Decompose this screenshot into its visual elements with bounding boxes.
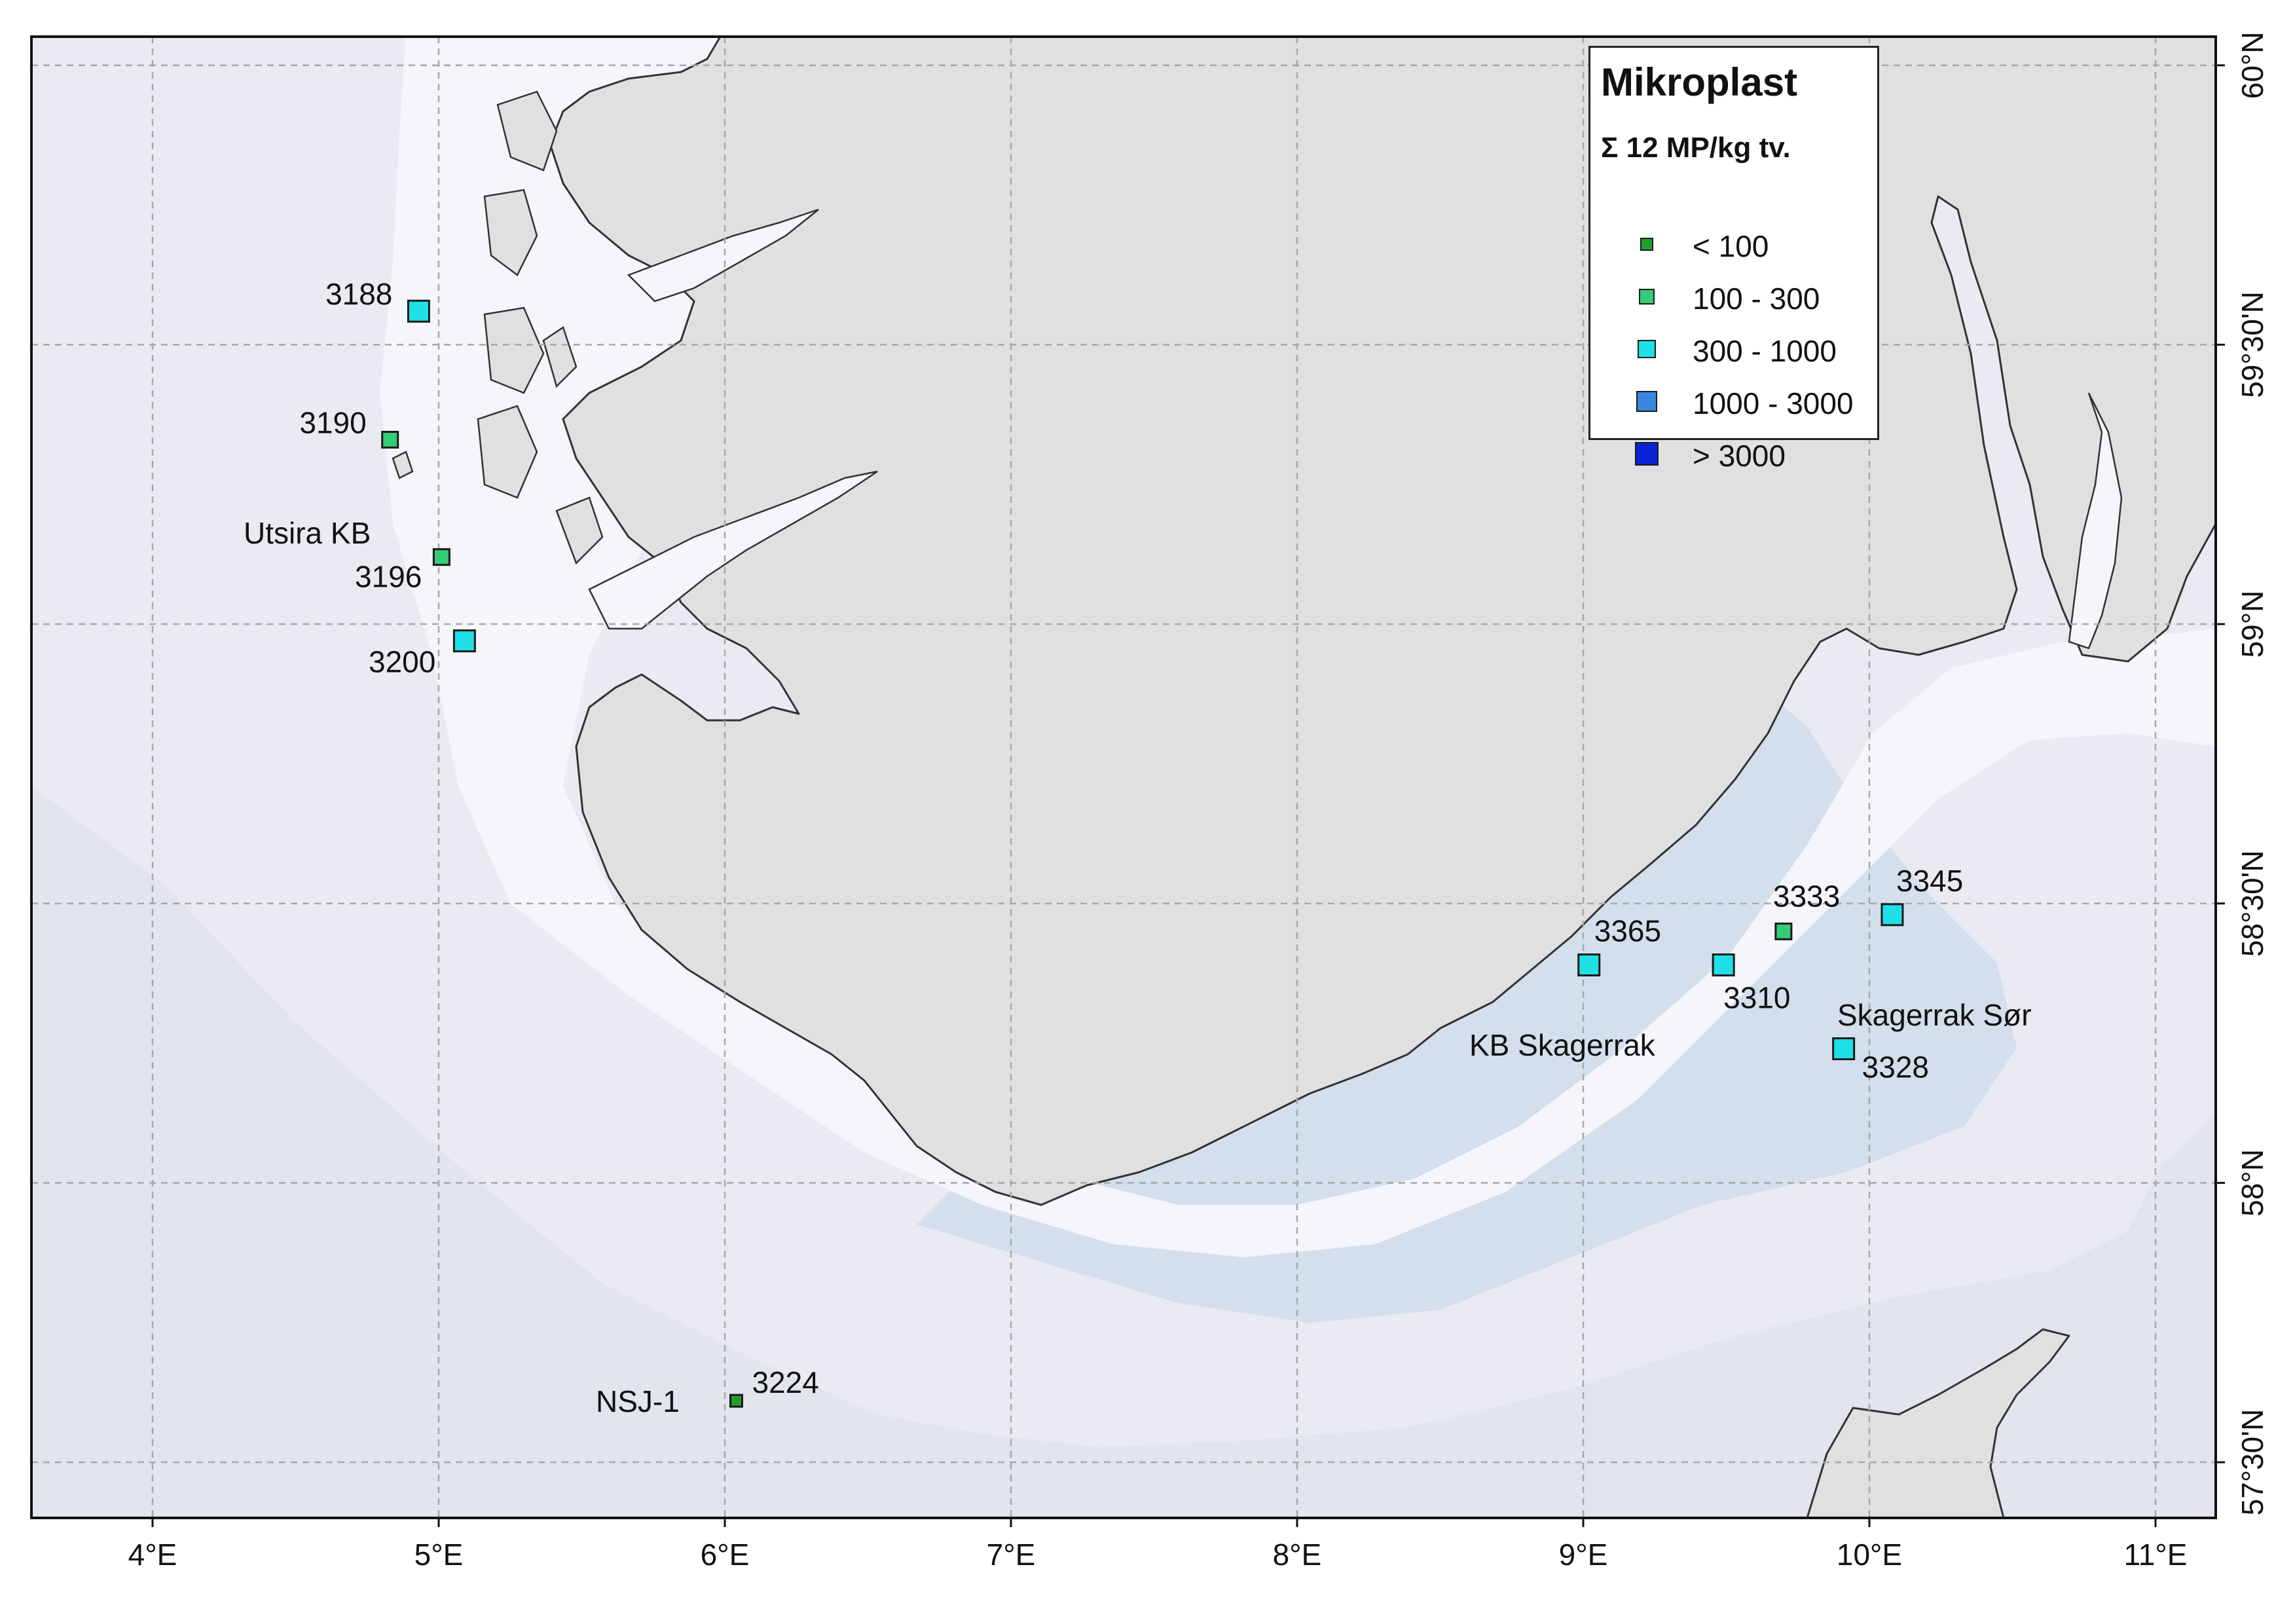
- station-marker-3365[interactable]: [1577, 953, 1601, 977]
- station-label: 3365: [1594, 914, 1661, 948]
- lon-tick-label: 11°E: [2124, 1538, 2188, 1572]
- land-denmark: [1806, 1328, 2070, 1518]
- station-marker-3188[interactable]: [407, 299, 430, 323]
- legend-swatch-100-300: [1639, 289, 1655, 304]
- lat-tick-label: 58°N: [2235, 1149, 2269, 1217]
- lon-tick-label: 9°E: [1559, 1538, 1608, 1572]
- legend-label: 1000 - 3000: [1693, 386, 1854, 420]
- station-label: 3190: [299, 405, 366, 439]
- legend-swatch-gt3000: [1635, 442, 1659, 466]
- lon-tick-label: 4°E: [128, 1538, 177, 1572]
- station-label: 3328: [1862, 1050, 1929, 1084]
- station-marker-3196[interactable]: [432, 548, 450, 566]
- station-label: 3196: [355, 560, 422, 594]
- legend-item: 300 - 1000: [1590, 331, 1879, 370]
- lon-tick-label: 7°E: [987, 1538, 1036, 1572]
- lon-tick-label: 6°E: [701, 1538, 750, 1572]
- bathymetry-coastal-shelf: [380, 37, 2216, 1257]
- legend-label: 300 - 1000: [1693, 334, 1837, 368]
- station-label: 3188: [325, 277, 392, 311]
- fjord-hardangerfjorden: [627, 208, 819, 303]
- legend-subtitle: Σ 12 MP/kg tv.: [1601, 132, 1791, 164]
- lat-tick-label: 59°30'N: [2235, 291, 2269, 398]
- station-marker-3328[interactable]: [1832, 1037, 1856, 1061]
- lat-tick-label: 59°N: [2235, 591, 2269, 658]
- fjord-oslofjorden: [2068, 392, 2123, 650]
- legend-item: < 100: [1590, 226, 1879, 265]
- station-markers: 3188 3190 3196 3200 3224 3365 3310 3333 3345 3328: [299, 277, 1963, 1408]
- legend-title: Mikroplast: [1601, 60, 1798, 104]
- station-label: 3224: [752, 1365, 818, 1399]
- lon-tick-label: 5°E: [414, 1538, 464, 1572]
- station-marker-3310[interactable]: [1712, 953, 1735, 977]
- station-marker-3345[interactable]: [1880, 903, 1904, 927]
- station-label: 3345: [1896, 864, 1963, 898]
- station-label: 3333: [1773, 879, 1840, 913]
- station-label: 3200: [369, 645, 435, 679]
- legend-item: 1000 - 3000: [1590, 383, 1879, 422]
- lon-tick-label: 10°E: [1837, 1538, 1902, 1572]
- map-frame: [30, 35, 2217, 1519]
- legend-label: < 100: [1693, 229, 1769, 263]
- legend: Mikroplast Σ 12 MP/kg tv. < 100 100 - 30…: [1588, 46, 1879, 473]
- legend-label: 100 - 300: [1693, 282, 1820, 316]
- legend-item: > 3000: [1590, 435, 1879, 475]
- area-label: KB Skagerrak: [1469, 1028, 1656, 1062]
- legend-label: > 3000: [1693, 439, 1786, 473]
- area-label: Skagerrak Sør: [1837, 998, 2032, 1032]
- legend-swatch-1000-3000: [1636, 391, 1657, 412]
- station-marker-3224[interactable]: [729, 1393, 743, 1408]
- fjord-boknafjorden: [588, 470, 878, 630]
- area-label: NSJ-1: [596, 1384, 680, 1418]
- station-label: 3310: [1723, 981, 1790, 1015]
- lat-tick-label: 60°N: [2235, 31, 2269, 99]
- area-label: Utsira KB: [244, 516, 371, 550]
- lon-tick-label: 8°E: [1273, 1538, 1322, 1572]
- station-marker-3333[interactable]: [1774, 922, 1793, 940]
- area-labels: Utsira KB NSJ-1 KB Skagerrak Skagerrak Sør: [244, 516, 2032, 1418]
- lat-tick-label: 58°30'N: [2235, 850, 2269, 957]
- latitude-labels: 60°N 59°30'N 59°N 58°30'N 58°N 57°30'N: [2235, 31, 2269, 1515]
- legend-swatch-lt100: [1640, 238, 1653, 251]
- legend-item: 100 - 300: [1590, 278, 1879, 318]
- bathymetry-mid-zone: [31, 786, 2216, 1518]
- lat-tick-label: 57°30'N: [2235, 1409, 2269, 1516]
- coastal-islands-west: [392, 90, 604, 565]
- longitude-labels: 4°E 5°E 6°E 7°E 8°E 9°E 10°E 11°E: [128, 1538, 2188, 1572]
- legend-swatch-300-1000: [1638, 340, 1656, 358]
- station-marker-3190[interactable]: [381, 430, 399, 449]
- station-marker-3200[interactable]: [452, 629, 476, 653]
